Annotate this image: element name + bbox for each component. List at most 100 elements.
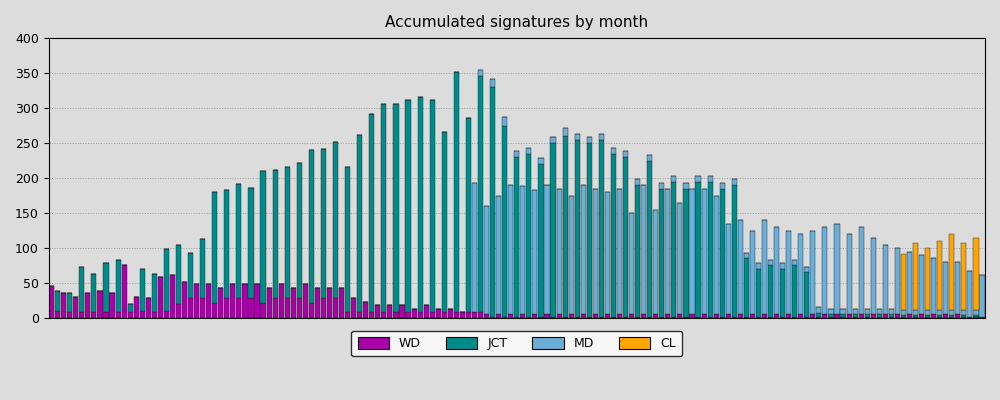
Bar <box>430 312 435 318</box>
Bar <box>224 190 229 298</box>
Bar <box>828 316 834 318</box>
Bar <box>405 312 411 318</box>
Bar <box>218 288 223 318</box>
Bar <box>557 314 562 318</box>
Bar <box>399 305 405 318</box>
Bar <box>961 316 966 318</box>
Bar <box>822 314 827 318</box>
Bar <box>152 312 157 318</box>
Bar <box>943 314 948 318</box>
Bar <box>949 316 954 318</box>
Bar <box>877 314 882 316</box>
Bar <box>907 252 912 314</box>
Bar <box>224 298 229 318</box>
Bar <box>949 310 954 315</box>
Bar <box>466 118 471 312</box>
Bar <box>599 134 604 140</box>
Bar <box>840 309 846 314</box>
Bar <box>393 104 399 312</box>
Bar <box>236 184 241 298</box>
Bar <box>363 302 368 318</box>
Bar <box>593 314 598 318</box>
Bar <box>134 297 139 318</box>
Bar <box>248 298 254 318</box>
Bar <box>472 183 477 312</box>
Bar <box>659 183 664 188</box>
Bar <box>569 196 574 314</box>
Bar <box>502 316 507 318</box>
Bar <box>97 291 103 318</box>
Bar <box>798 234 803 314</box>
Bar <box>671 182 676 316</box>
Bar <box>544 314 550 318</box>
Bar <box>756 269 761 316</box>
Bar <box>744 258 749 316</box>
Bar <box>780 263 785 269</box>
Bar <box>901 254 906 310</box>
Bar <box>780 269 785 316</box>
Bar <box>738 314 743 318</box>
Bar <box>756 263 761 269</box>
Bar <box>490 316 495 318</box>
Bar <box>949 315 954 316</box>
Bar <box>333 142 338 298</box>
Bar <box>297 163 302 298</box>
Bar <box>937 310 942 315</box>
Bar <box>538 316 544 318</box>
Bar <box>79 267 84 312</box>
Bar <box>913 315 918 316</box>
Bar <box>550 316 556 318</box>
Bar <box>563 316 568 318</box>
Bar <box>67 293 72 312</box>
Bar <box>961 315 966 316</box>
Bar <box>744 316 749 318</box>
Bar <box>103 263 109 312</box>
Bar <box>641 314 646 318</box>
Bar <box>804 267 809 272</box>
Bar <box>810 230 815 314</box>
Bar <box>774 314 779 318</box>
Bar <box>418 312 423 318</box>
Bar <box>877 309 882 314</box>
Bar <box>496 196 501 314</box>
Bar <box>925 248 930 310</box>
Bar <box>853 314 858 316</box>
Bar <box>828 314 834 316</box>
Bar <box>804 272 809 316</box>
Bar <box>834 314 840 318</box>
Bar <box>563 136 568 316</box>
Bar <box>212 302 217 318</box>
Bar <box>532 190 537 314</box>
Bar <box>424 305 429 318</box>
Bar <box>267 288 272 318</box>
Bar <box>200 239 205 298</box>
Bar <box>188 253 193 298</box>
Bar <box>230 284 235 318</box>
Bar <box>847 234 852 314</box>
Bar <box>901 316 906 318</box>
Bar <box>460 312 465 318</box>
Bar <box>91 274 96 312</box>
Bar <box>563 128 568 136</box>
Bar <box>683 188 689 316</box>
Bar <box>273 170 278 298</box>
Bar <box>708 176 713 182</box>
Bar <box>810 314 815 318</box>
Bar <box>695 316 701 318</box>
Bar <box>925 316 930 318</box>
Bar <box>254 284 260 318</box>
Bar <box>339 288 344 318</box>
Bar <box>768 316 773 318</box>
Bar <box>804 316 809 318</box>
Bar <box>436 309 441 318</box>
Bar <box>720 183 725 188</box>
Bar <box>659 188 664 316</box>
Bar <box>714 314 719 318</box>
Bar <box>677 314 682 318</box>
Bar <box>665 188 670 314</box>
Bar <box>629 314 634 318</box>
Bar <box>303 284 308 318</box>
Bar <box>949 234 954 310</box>
Bar <box>176 304 181 318</box>
Bar <box>291 288 296 318</box>
